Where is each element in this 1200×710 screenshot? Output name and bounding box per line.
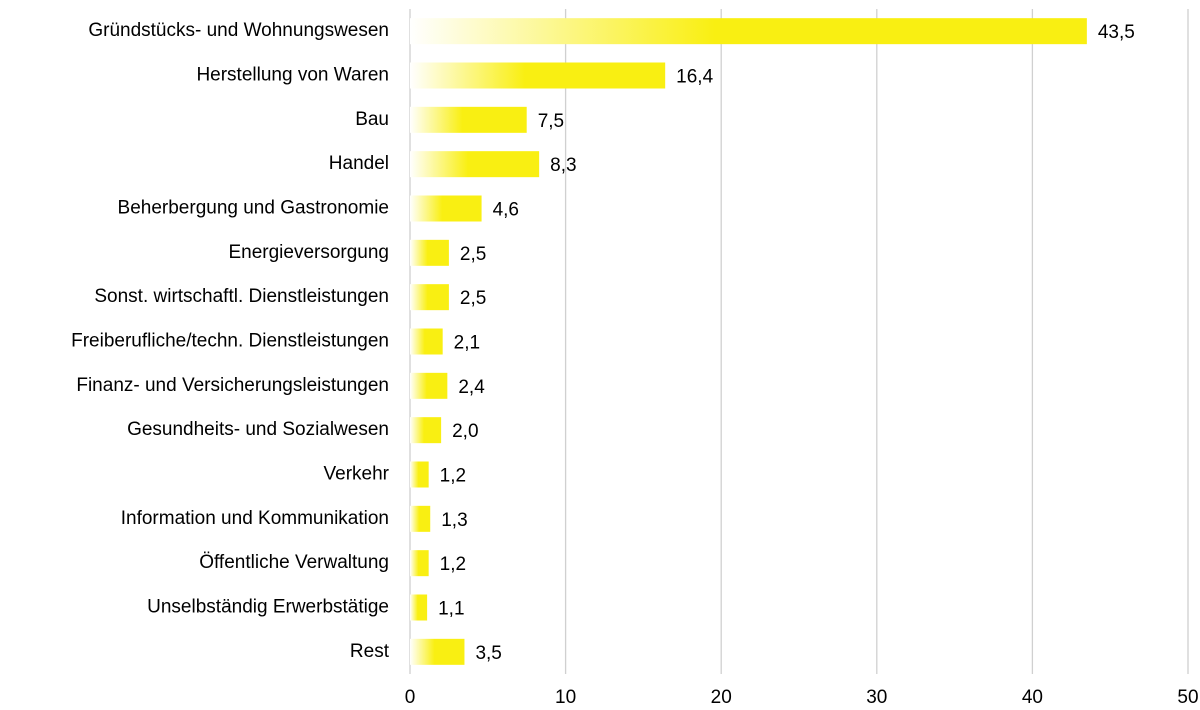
y-tick-label: Freiberufliche/techn. Dienstleistungen (71, 331, 389, 352)
x-tick-label: 20 (711, 687, 732, 708)
value-label: 1,3 (441, 510, 467, 531)
value-label: 2,0 (452, 421, 478, 442)
x-tick-label: 10 (555, 687, 576, 708)
value-label: 1,1 (438, 599, 464, 620)
bar (410, 638, 465, 665)
x-tick-label: 40 (1022, 687, 1043, 708)
y-tick-label: Rest (350, 641, 390, 662)
y-tick-label: Sonst. wirtschaftl. Dienstleistungen (94, 286, 389, 307)
value-label: 4,6 (493, 200, 519, 221)
bar (410, 239, 449, 266)
y-tick-label: Beherbergung und Gastronomie (118, 198, 389, 219)
value-label: 3,5 (475, 643, 501, 664)
bar (410, 284, 449, 311)
bar (410, 417, 442, 444)
bar (410, 18, 1087, 45)
bar (410, 195, 482, 222)
value-label: 43,5 (1098, 22, 1135, 43)
bar (410, 594, 428, 621)
bar (410, 328, 443, 355)
bar (410, 151, 540, 178)
x-tick-label: 30 (866, 687, 887, 708)
bar (410, 505, 431, 532)
value-label: 2,1 (454, 333, 480, 354)
bar (410, 372, 448, 399)
y-tick-label: Finanz- und Versicherungsleistungen (76, 375, 389, 396)
x-tick-label: 0 (405, 687, 416, 708)
y-tick-label: Herstellung von Waren (196, 65, 389, 86)
value-label: 16,4 (676, 67, 713, 88)
y-tick-label: Bau (355, 109, 389, 130)
value-label: 8,3 (550, 155, 576, 176)
bar (410, 461, 429, 488)
y-tick-label: Unselbständig Erwerbstätige (147, 597, 389, 618)
value-label: 1,2 (440, 554, 466, 575)
value-label: 2,5 (460, 244, 486, 265)
y-tick-label: Verkehr (324, 464, 390, 485)
bar (410, 106, 527, 133)
y-tick-label: Gesundheits- und Sozialwesen (127, 419, 389, 440)
value-label: 2,4 (458, 377, 485, 398)
y-tick-label: Handel (329, 153, 389, 174)
y-tick-label: Öffentliche Verwaltung (199, 552, 389, 573)
value-label: 2,5 (460, 288, 486, 309)
value-label: 1,2 (440, 466, 466, 487)
x-tick-label: 50 (1177, 687, 1198, 708)
y-tick-label: Gründstücks- und Wohnungswesen (88, 20, 389, 41)
y-tick-label: Information und Kommunikation (121, 508, 389, 529)
bar (410, 550, 429, 577)
y-tick-label: Energieversorgung (228, 242, 389, 263)
value-label: 7,5 (538, 111, 564, 132)
bar (410, 62, 666, 89)
